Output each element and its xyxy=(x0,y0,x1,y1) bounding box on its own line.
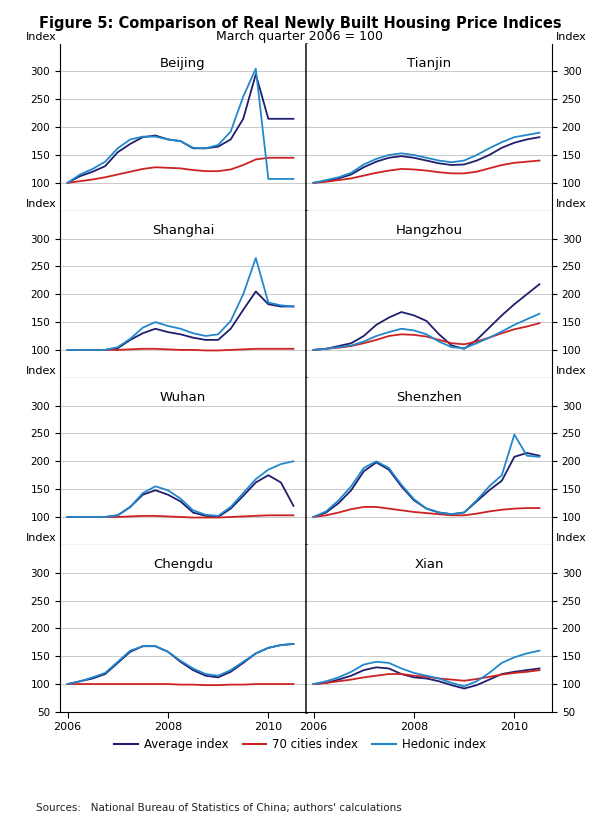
Text: Index: Index xyxy=(556,199,586,209)
Text: Index: Index xyxy=(26,533,56,543)
Text: Shanghai: Shanghai xyxy=(152,224,214,237)
Text: Shenzhen: Shenzhen xyxy=(396,391,462,404)
Text: Chengdu: Chengdu xyxy=(153,558,213,571)
Text: Index: Index xyxy=(556,533,586,543)
Text: Index: Index xyxy=(26,32,56,42)
Text: Index: Index xyxy=(556,366,586,376)
Legend: Average index, 70 cities index, Hedonic index: Average index, 70 cities index, Hedonic … xyxy=(110,733,490,756)
Text: Index: Index xyxy=(26,199,56,209)
Text: Figure 5: Comparison of Real Newly Built Housing Price Indices: Figure 5: Comparison of Real Newly Built… xyxy=(38,16,562,31)
Text: Hangzhou: Hangzhou xyxy=(395,224,463,237)
Text: Wuhan: Wuhan xyxy=(160,391,206,404)
Text: Xian: Xian xyxy=(414,558,444,571)
Text: Index: Index xyxy=(26,366,56,376)
Text: Index: Index xyxy=(556,32,586,42)
Text: March quarter 2006 = 100: March quarter 2006 = 100 xyxy=(217,30,383,44)
Text: Tianjin: Tianjin xyxy=(407,57,451,70)
Text: Sources:   National Bureau of Statistics of China; authors' calculations: Sources: National Bureau of Statistics o… xyxy=(36,803,402,813)
Text: Beijing: Beijing xyxy=(160,57,206,70)
